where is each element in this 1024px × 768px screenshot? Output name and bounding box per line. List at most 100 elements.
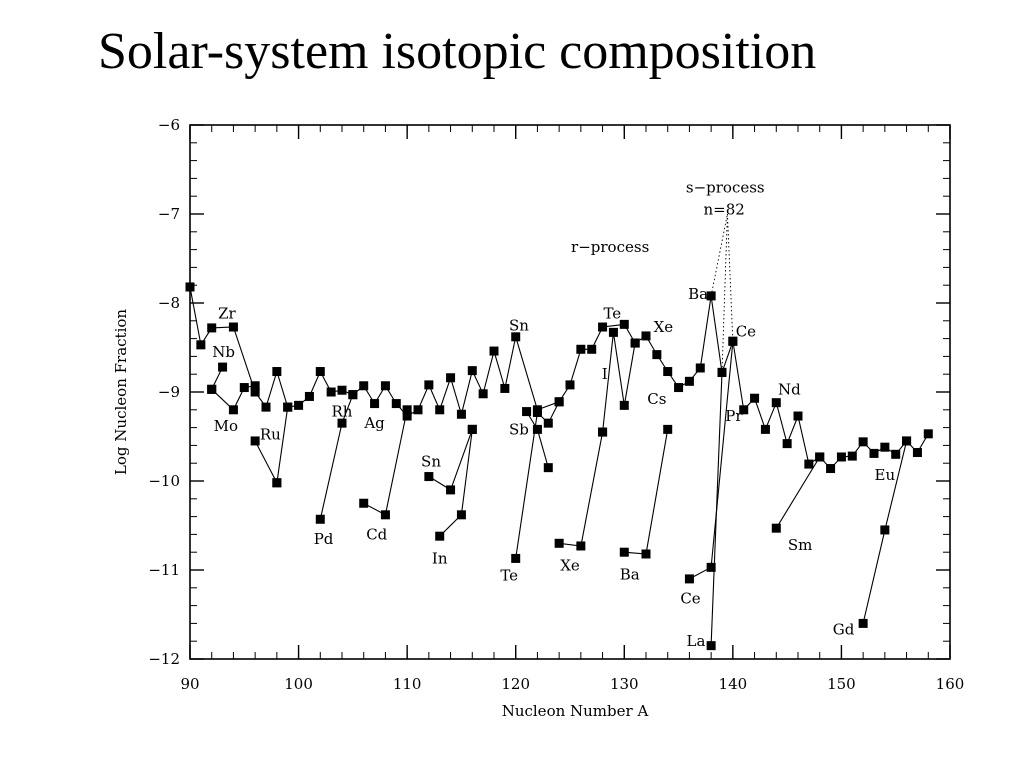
annotation-label: Rh xyxy=(332,403,353,421)
data-point xyxy=(511,332,521,342)
series-line-11 xyxy=(559,431,604,547)
data-point xyxy=(500,383,510,393)
annotation-label: Ba xyxy=(688,285,708,303)
y-tick-label: −8 xyxy=(158,294,180,312)
series-line-13 xyxy=(624,429,669,555)
annotation-label: Te xyxy=(500,566,518,584)
data-point xyxy=(272,478,282,488)
x-axis-label: Nucleon Number A xyxy=(502,702,649,720)
data-point xyxy=(836,452,846,462)
data-point xyxy=(435,531,445,541)
data-point xyxy=(619,319,629,329)
y-tick-label: −11 xyxy=(148,561,180,579)
x-tick-label: 130 xyxy=(610,675,639,693)
data-point xyxy=(294,400,304,410)
data-point xyxy=(348,390,358,400)
data-point xyxy=(478,389,488,399)
data-point xyxy=(793,411,803,421)
data-point xyxy=(858,618,868,628)
data-points xyxy=(185,282,933,651)
annotation-label: Ru xyxy=(260,426,281,444)
data-point xyxy=(771,398,781,408)
annotation-label: Nd xyxy=(778,380,801,398)
data-point xyxy=(315,367,325,377)
data-point xyxy=(826,464,836,474)
x-tick-label: 160 xyxy=(936,675,965,693)
data-point xyxy=(630,338,640,348)
annotation-label: Te xyxy=(603,305,621,323)
data-point xyxy=(565,380,575,390)
annotation-label: Zr xyxy=(218,305,236,323)
annotation-label: I xyxy=(602,365,608,383)
annotation-label: Eu xyxy=(875,466,896,484)
data-point xyxy=(380,381,390,391)
data-point xyxy=(228,405,238,415)
annotation-label: Ag xyxy=(363,414,385,432)
series-line-16 xyxy=(775,456,821,529)
data-point xyxy=(641,331,651,341)
data-point xyxy=(923,429,933,439)
data-point xyxy=(391,399,401,409)
data-point xyxy=(619,400,629,410)
data-point xyxy=(207,384,217,394)
annotation-label: Sm xyxy=(788,536,813,554)
data-point xyxy=(815,452,825,462)
data-point xyxy=(912,448,922,458)
series-line-8 xyxy=(439,429,473,537)
annotation-label: Sb xyxy=(509,420,529,438)
data-point xyxy=(706,641,716,651)
major-ticks xyxy=(189,124,951,660)
annotation-label: Nb xyxy=(212,343,235,361)
data-point xyxy=(728,336,738,346)
data-point xyxy=(641,549,651,559)
data-point xyxy=(511,553,521,563)
x-tick-label: 110 xyxy=(393,675,422,693)
data-point xyxy=(380,510,390,520)
data-point xyxy=(228,322,238,332)
annotation-label: Sn xyxy=(509,316,529,334)
annotation-label: La xyxy=(686,632,705,650)
y-axis-label: Log Nucleon Fraction xyxy=(112,309,130,475)
data-point xyxy=(576,541,586,551)
series-line-4 xyxy=(276,407,289,483)
data-point xyxy=(619,547,629,557)
y-tick-labels: −6 −7 −8 −9 −10 −11 −12 xyxy=(148,116,180,668)
data-point xyxy=(858,437,868,447)
series-line-3 xyxy=(254,440,278,484)
data-point xyxy=(272,367,282,377)
x-tick-label: 120 xyxy=(501,675,530,693)
data-point xyxy=(652,350,662,360)
annotation-label: Mo xyxy=(214,417,238,435)
data-point xyxy=(185,282,195,292)
x-tick-label: 100 xyxy=(284,675,313,693)
s-process-guide-lines xyxy=(710,213,734,373)
annotation-label: Cd xyxy=(366,525,387,543)
y-tick-label: −7 xyxy=(158,205,180,223)
data-point xyxy=(804,459,814,469)
data-point xyxy=(402,411,412,421)
data-point xyxy=(684,376,694,386)
data-point xyxy=(902,436,912,446)
data-point xyxy=(359,498,369,508)
annotation-label: Sn xyxy=(421,452,441,470)
y-tick-label: −10 xyxy=(148,472,180,490)
slide-title: Solar-system isotopic composition xyxy=(98,23,817,80)
guide-line xyxy=(726,213,734,342)
plot-frame xyxy=(189,124,951,660)
data-point xyxy=(532,424,542,434)
annotation-label: Xe xyxy=(560,557,580,575)
annotation-label: Ce xyxy=(680,589,700,607)
data-point xyxy=(250,381,260,391)
minor-ticks xyxy=(189,124,951,660)
data-point xyxy=(424,472,434,482)
series-line-9 xyxy=(515,401,560,559)
x-tick-labels: 90 100 110 120 130 140 150 160 xyxy=(180,675,964,693)
data-point xyxy=(706,562,716,572)
data-point xyxy=(489,346,499,356)
data-point xyxy=(717,367,727,377)
data-point xyxy=(207,323,217,333)
annotation-label: n=82 xyxy=(704,201,745,219)
data-point xyxy=(337,385,347,395)
data-point xyxy=(435,405,445,415)
data-point xyxy=(413,405,423,415)
